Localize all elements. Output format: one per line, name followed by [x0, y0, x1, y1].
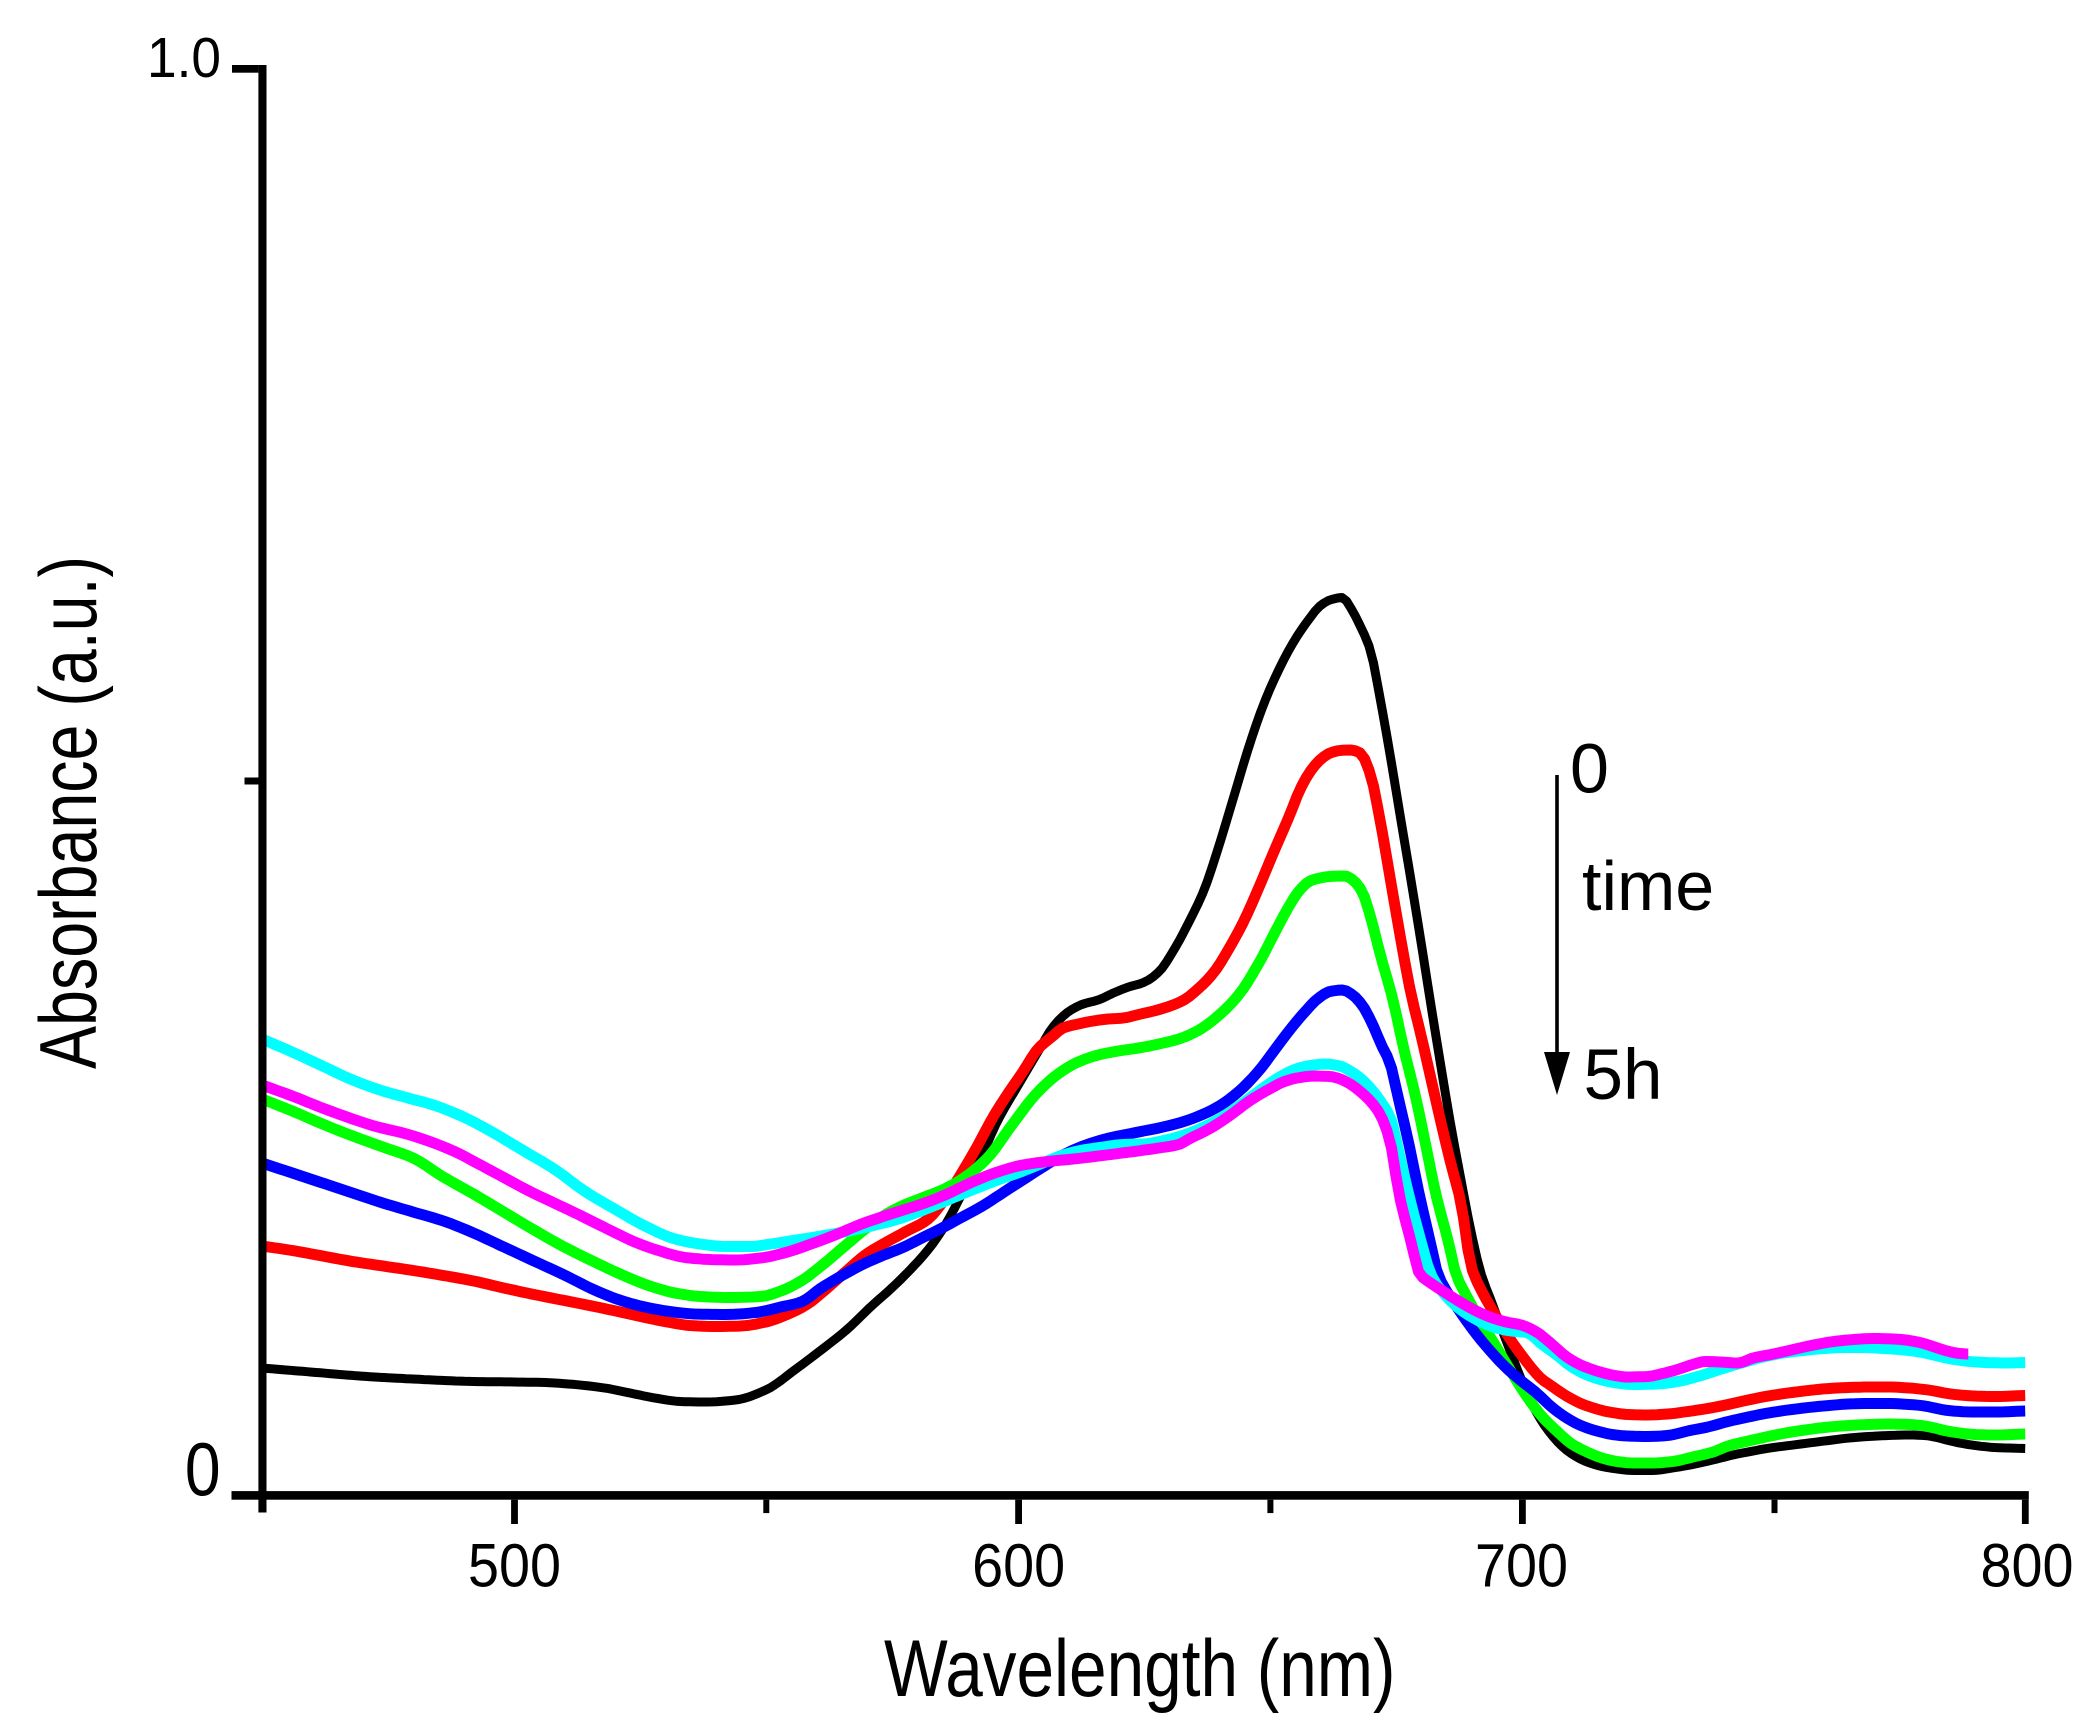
- svg-text:0: 0: [1570, 730, 1609, 808]
- svg-text:600: 600: [972, 1532, 1065, 1600]
- svg-text:800: 800: [1981, 1532, 2074, 1600]
- svg-text:5h: 5h: [1584, 1036, 1663, 1115]
- svg-text:Absorbance (a.u.): Absorbance (a.u.): [24, 556, 114, 1069]
- svg-text:time: time: [1582, 847, 1714, 925]
- svg-text:Wavelength (nm): Wavelength (nm): [884, 1624, 1396, 1714]
- svg-text:1.0: 1.0: [147, 26, 221, 90]
- svg-text:700: 700: [1475, 1532, 1568, 1600]
- svg-text:0: 0: [185, 1428, 221, 1512]
- svg-text:500: 500: [468, 1532, 561, 1600]
